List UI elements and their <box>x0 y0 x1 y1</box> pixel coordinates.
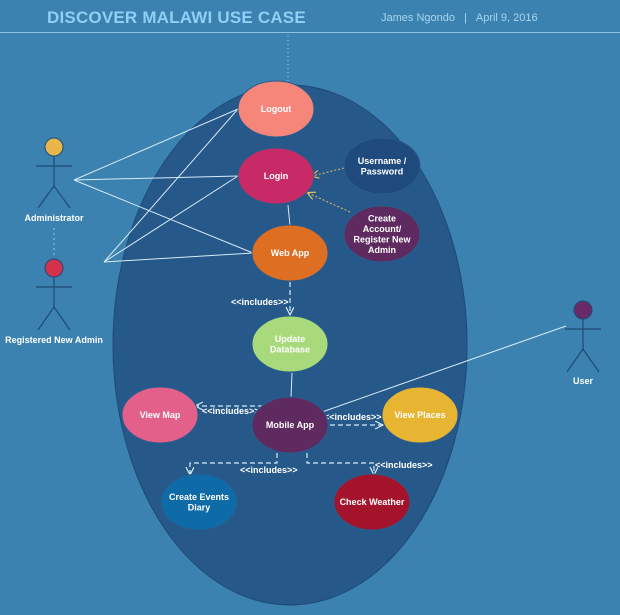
use-case-check-weather[interactable]: Check Weather <box>333 473 411 531</box>
use-case-label-line: Update <box>275 334 306 344</box>
include-label-mobile-map: <<includes>> <box>202 406 260 416</box>
use-case-logout-label: Logout <box>261 104 292 114</box>
use-case-label-line: Mobile App <box>266 420 315 430</box>
use-case-check-weather-shape <box>333 473 411 531</box>
use-case-web-app-label: Web App <box>271 248 310 258</box>
use-case-view-map-label: View Map <box>140 410 181 420</box>
administrator-figure-icon <box>36 156 72 209</box>
user-head-icon <box>573 300 593 320</box>
use-case-label-line: Password <box>361 166 404 176</box>
meta-separator: | <box>464 12 467 24</box>
use-case-label-line: Username / <box>358 156 407 166</box>
include-labels: <<includes>> <<includes>> <<includes>> <… <box>202 297 433 475</box>
use-case-create-events-diary-shape <box>160 473 238 531</box>
use-case-update-database-label: Update Database <box>270 334 310 355</box>
use-case-label-line: Create <box>368 213 396 223</box>
use-case-web-app[interactable]: Web App <box>251 224 329 282</box>
use-case-create-account-shape <box>343 205 421 263</box>
actor-associations <box>73 108 567 413</box>
use-case-username-password-shape <box>343 137 421 195</box>
user-label: User <box>573 376 594 386</box>
include-label-mobile-places: <<includes>> <box>324 412 382 422</box>
use-case-label-line: View Map <box>140 410 181 420</box>
use-case-label-line: Check Weather <box>340 497 405 507</box>
use-case-view-places[interactable]: View Places <box>381 386 459 444</box>
header-bar: DISCOVER MALAWI USE CASE James Ngondo | Ap… <box>0 0 620 33</box>
use-case-web-app-shape <box>251 224 329 282</box>
use-case-label-line: Diary <box>188 502 211 512</box>
include-label-mobile-events: <<includes>> <box>240 465 298 475</box>
internal-links <box>287 204 293 399</box>
use-case-update-database[interactable]: Update Database <box>251 315 329 373</box>
user-figure-icon <box>565 319 601 373</box>
use-case-create-account-label: Create Account/Register New Admin <box>353 213 411 255</box>
use-case-label-line: View Places <box>394 410 445 420</box>
include-label-mobile-weather: <<includes>> <box>375 460 433 470</box>
use-case-username-password-label: Username / Password <box>358 156 407 177</box>
page-title: DISCOVER MALAWI USE CASE <box>47 8 306 27</box>
use-case-view-places-shape <box>381 386 459 444</box>
use-case-view-map-shape <box>121 386 199 444</box>
registered-admin-head-icon <box>44 258 64 278</box>
use-case-view-places-label: View Places <box>394 410 445 420</box>
use-case-label-line: Admin <box>368 245 396 255</box>
use-case-logout[interactable]: Logout <box>237 80 315 138</box>
administrator-head-icon <box>44 137 64 157</box>
use-case-update-database-shape <box>251 315 329 373</box>
use-case-mobile-app[interactable]: Mobile App <box>251 396 329 454</box>
use-case-label-line: Web App <box>271 248 310 258</box>
actor-user: User <box>565 300 601 386</box>
use-case-mobile-app-label: Mobile App <box>266 420 315 430</box>
include-arrows <box>190 282 382 474</box>
use-case-label-line: Register New <box>353 234 411 244</box>
use-case-label-line: Create Events <box>169 492 229 502</box>
registered-admin-figure-icon <box>36 277 72 331</box>
administrator-label: Administrator <box>24 213 84 223</box>
use-case-create-events-diary-label: Create Events Diary <box>169 492 229 513</box>
use-case-label-line: Logout <box>261 104 292 114</box>
use-case-label-line: Database <box>270 344 310 354</box>
author-name: James Ngondo <box>381 12 455 24</box>
actor-registered-new-admin: Registered New Admin <box>5 258 103 345</box>
use-case-mobile-app-shape <box>251 396 329 454</box>
use-case-login-shape <box>237 147 315 205</box>
use-case-label-line: Account/ <box>363 224 402 234</box>
username-to-login-link <box>312 167 345 176</box>
document-meta: James Ngondo | April 9, 2016 <box>381 12 538 24</box>
use-case-create-account[interactable]: Create Account/Register New Admin <box>343 205 421 263</box>
registered-admin-label: Registered New Admin <box>5 335 103 345</box>
use-case-label-line: Login <box>264 171 289 181</box>
use-case-username-password[interactable]: Username / Password <box>343 137 421 195</box>
include-label-web-update: <<includes>> <box>231 297 289 307</box>
document-date: April 9, 2016 <box>475 12 538 24</box>
use-case-create-events-diary[interactable]: Create Events Diary <box>160 473 238 531</box>
actor-administrator: Administrator <box>24 137 84 223</box>
use-case-login-label: Login <box>264 171 289 181</box>
use-case-check-weather-label: Check Weather <box>340 497 405 507</box>
use-case-view-map[interactable]: View Map <box>121 386 199 444</box>
use-case-logout-shape <box>237 80 315 138</box>
use-case-login[interactable]: Login <box>237 147 315 205</box>
